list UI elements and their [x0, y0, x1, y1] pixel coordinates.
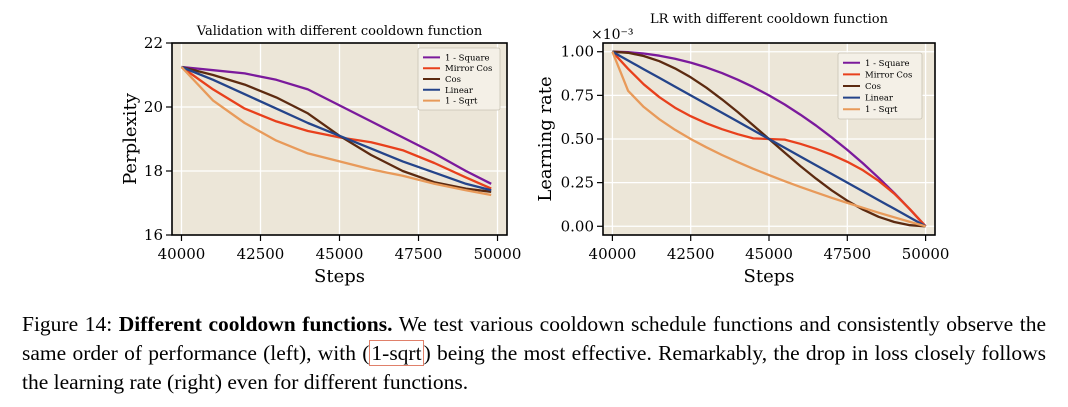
axis-multiplier: ×10⁻³ [591, 27, 634, 43]
y-tick-label: 16 [144, 226, 163, 244]
x-tick-label: 45000 [745, 245, 793, 263]
x-tick-label: 50000 [902, 245, 950, 263]
series-line [180, 66, 492, 190]
legend-entry: Cos [865, 82, 881, 92]
legend-box [837, 52, 923, 120]
y-axis-label: Learning rate [535, 76, 556, 201]
series-line [180, 66, 492, 197]
x-axis-label: Steps [744, 266, 795, 287]
legend-entry: 1 - Square [445, 53, 490, 63]
x-tick-label: 40000 [589, 245, 637, 263]
figure: 40000 42500 45000 47500 50000 16 18 20 22 Validat… [120, 12, 949, 287]
x-tick-label: 50000 [474, 245, 522, 263]
caption-label: Figure 14: [22, 312, 113, 336]
caption-text-2: ) being the most effective. Remarkably, … [22, 341, 1046, 394]
figure-caption: Figure 14: Different cooldown functions.… [22, 310, 1046, 397]
figure-svg: 40000 42500 45000 47500 50000 16 18 20 22 Validat… [120, 12, 949, 287]
legend-entry: 1 - Square [865, 59, 910, 69]
legend-box [417, 47, 501, 111]
y-tick-label: 0.75 [561, 86, 594, 104]
x-tick-label: 40000 [158, 245, 206, 263]
legend-entry: Cos [445, 75, 461, 85]
y-tick-label: 22 [144, 34, 163, 52]
y-tick-label: 0.50 [561, 130, 594, 148]
x-axis-label: Steps [314, 266, 365, 287]
y-tick-label: 18 [144, 162, 163, 180]
chart-title: Validation with different cooldown funct… [196, 24, 483, 39]
validation-chart: 40000 42500 45000 47500 50000 16 18 20 22 Validat… [120, 24, 521, 287]
caption-bold-title: Different cooldown functions. [118, 312, 393, 336]
legend-entry: 1 - Sqrt [865, 105, 898, 115]
legend-entry: Mirror Cos [445, 64, 492, 74]
lr-chart: 40000 42500 45000 47500 50000 0.00 0.25 0.50 0.7… [535, 12, 949, 287]
chart-title: LR with different cooldown function [650, 12, 889, 27]
series-line [612, 50, 927, 228]
x-tick-label: 47500 [395, 245, 443, 263]
x-tick-label: 47500 [823, 245, 871, 263]
legend-entry: Linear [445, 86, 474, 96]
y-tick-label: 0.25 [561, 174, 594, 192]
y-tick-label: 20 [144, 98, 163, 116]
caption-text-1: We test various cooldown schedule functi… [22, 312, 1046, 365]
series-line [181, 65, 492, 185]
series-line [181, 65, 492, 192]
x-tick-label: 42500 [237, 245, 285, 263]
legend-entry: Mirror Cos [865, 70, 912, 80]
caption-highlight: 1-sqrt [369, 340, 424, 366]
x-tick-label: 45000 [316, 245, 364, 263]
y-axis-label: Perplexity [120, 92, 141, 185]
x-tick-label: 42500 [667, 245, 715, 263]
series-line [611, 50, 927, 228]
legend-entry: Linear [865, 94, 894, 104]
series-line [611, 51, 926, 228]
legend-entry: 1 - Sqrt [445, 97, 478, 107]
y-tick-label: 1.00 [561, 43, 594, 61]
y-tick-label: 0.00 [561, 217, 594, 235]
